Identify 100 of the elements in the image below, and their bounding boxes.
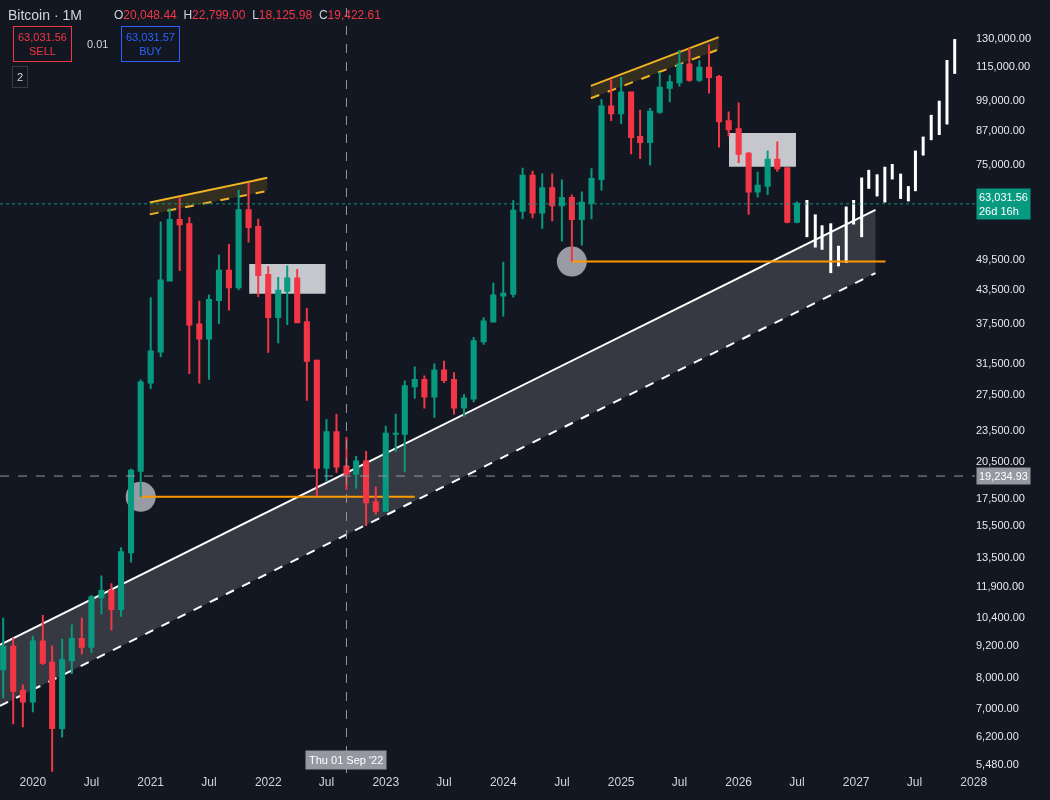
bar [937, 100, 941, 135]
candlestick [676, 49, 683, 88]
candlestick [382, 424, 389, 513]
candlestick [128, 467, 135, 564]
bar [906, 186, 910, 202]
x-tick-label: 2027 [842, 775, 870, 789]
annotation: 0.01 [87, 38, 109, 50]
x-tick-label: Jul [318, 775, 335, 789]
bar [921, 136, 925, 156]
ref-line-label: Thu 01 Sep '22 [309, 754, 384, 766]
candlestick [205, 293, 213, 381]
candlestick [745, 151, 752, 216]
candlestick [460, 393, 468, 418]
candlestick [245, 182, 252, 244]
y-tick-label: 6,200.00 [976, 729, 1019, 742]
y-tick-label: 43,500.00 [976, 282, 1025, 295]
x-tick-label: Jul [671, 775, 688, 789]
candlestick [147, 296, 154, 390]
bar [890, 163, 894, 180]
candlestick [118, 546, 125, 618]
annotation: 2 [17, 71, 24, 83]
y-tick-label: 115,000.00 [976, 59, 1031, 72]
candlestick [108, 582, 115, 632]
candlestick [0, 616, 7, 700]
candlestick [431, 362, 438, 419]
y-tick-label: 49,500.00 [976, 253, 1025, 266]
y-tick-label: 8,000.00 [976, 671, 1019, 684]
candlestick [275, 275, 282, 345]
candlestick [392, 412, 399, 454]
x-tick-label: 2020 [19, 775, 47, 789]
candlestick [628, 91, 635, 156]
candlestick [343, 436, 350, 491]
y-tick-label: 15,500.00 [976, 519, 1025, 532]
candlestick [598, 97, 605, 192]
candlestick [411, 365, 418, 400]
candlestick [764, 149, 771, 197]
y-tick-label: 13,500.00 [976, 551, 1025, 564]
candlestick [284, 264, 291, 327]
candlestick [176, 196, 183, 272]
candlestick [568, 193, 575, 263]
y-tick-label: 87,000.00 [976, 123, 1025, 136]
y-tick-label: 99,000.00 [976, 94, 1025, 107]
candlestick [196, 299, 203, 385]
candlestick [735, 101, 742, 165]
y-tick-label: 37,500.00 [976, 316, 1025, 329]
bar [805, 199, 809, 238]
candlestick [480, 316, 487, 346]
bar [899, 173, 903, 199]
y-tick-label: 11,900.00 [976, 580, 1025, 593]
candlestick [137, 378, 144, 498]
bar [867, 169, 871, 189]
candlestick [647, 106, 654, 167]
x-tick-label: 2021 [137, 775, 165, 789]
candlestick [323, 418, 330, 483]
candlestick [49, 644, 56, 773]
candlestick [401, 379, 408, 474]
y-tick-label: 23,500.00 [976, 423, 1025, 436]
candlestick [88, 594, 95, 654]
candlestick [215, 253, 223, 325]
x-tick-label: 2022 [254, 775, 282, 789]
y-tick-label: 17,500.00 [976, 491, 1025, 504]
candlestick [784, 167, 791, 225]
bar [813, 214, 817, 248]
text: Bitcoin · 1M [8, 6, 82, 23]
candlestick [666, 74, 673, 104]
candlestick [294, 267, 301, 324]
ref-line-label: 19,234.93 [979, 470, 1028, 482]
candlestick [255, 217, 262, 298]
candlestick [333, 413, 340, 474]
candlestick [78, 616, 85, 656]
candlestick [19, 683, 26, 729]
candlestick [686, 46, 693, 83]
x-tick-label: 2023 [372, 775, 400, 789]
candlestick [725, 110, 732, 138]
y-tick-label: 27,500.00 [976, 387, 1025, 400]
x-tick-label: Jul [789, 775, 805, 789]
candlestick [353, 455, 360, 490]
candlestick [440, 359, 448, 384]
y-tick-label: 31,500.00 [976, 356, 1025, 369]
y-tick-label: 20,500.00 [976, 455, 1025, 468]
candlestick [265, 265, 272, 354]
candlestick [549, 172, 556, 223]
candlestick [157, 220, 164, 359]
bar [829, 223, 833, 274]
candlestick [529, 169, 536, 220]
candlestick [39, 613, 46, 666]
candlestick [166, 207, 173, 283]
candlestick [303, 307, 310, 402]
candlestick [363, 450, 370, 527]
candlestick [754, 170, 761, 199]
x-tick-label: Jul [83, 775, 100, 789]
x-tick-label: Jul [906, 775, 923, 789]
annotation: O20,048.44 H22,799.00 L18,125.98 C19,422.61 [114, 8, 382, 22]
candlestick [705, 43, 713, 95]
ref-line-label: 63,031.56 26d 16h [979, 191, 1028, 218]
bar [883, 166, 887, 203]
bar [945, 60, 949, 125]
x-tick-label: 2025 [607, 775, 635, 789]
candlestick [500, 260, 507, 318]
x-tick-label: 2026 [725, 775, 753, 789]
